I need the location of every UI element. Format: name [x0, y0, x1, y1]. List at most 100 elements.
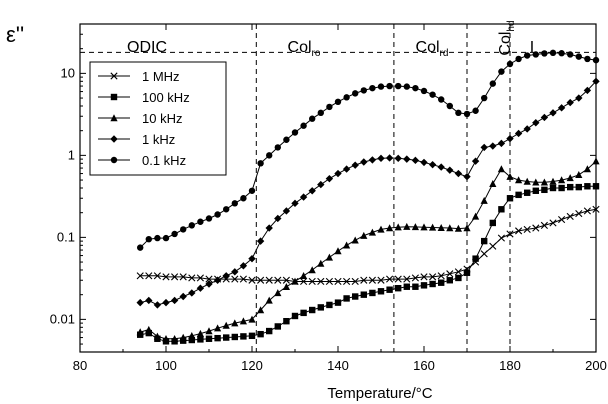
data-point	[308, 266, 316, 274]
data-point	[351, 277, 359, 286]
legend-marker	[110, 72, 118, 80]
data-point	[266, 327, 273, 335]
data-point	[256, 237, 265, 245]
data-point	[240, 195, 247, 202]
data-point	[394, 223, 402, 231]
data-point	[325, 277, 333, 286]
phase-label-sub: rd	[440, 48, 449, 59]
y-tick-label: 0.01	[50, 311, 75, 326]
data-point	[386, 224, 394, 232]
data-point	[205, 275, 213, 283]
data-point	[377, 154, 385, 163]
data-point	[575, 170, 583, 178]
data-point	[282, 282, 290, 290]
data-point	[558, 176, 566, 184]
data-point	[438, 279, 445, 286]
data-point	[265, 276, 273, 284]
data-point	[188, 274, 196, 282]
data-point	[137, 244, 144, 251]
data-point	[257, 306, 265, 314]
data-point	[300, 271, 308, 279]
data-point	[386, 82, 393, 90]
data-point	[420, 282, 428, 289]
data-point	[300, 122, 307, 129]
data-point	[145, 329, 152, 337]
legend-label: 100 kHz	[142, 90, 190, 105]
data-point	[343, 94, 350, 101]
data-point	[394, 275, 402, 283]
data-point	[558, 50, 565, 57]
data-point	[386, 275, 394, 283]
data-point	[162, 273, 170, 281]
data-point	[523, 125, 531, 133]
x-tick-label: 160	[413, 358, 435, 373]
data-point	[153, 272, 161, 280]
data-point	[231, 333, 238, 341]
data-point	[231, 268, 239, 276]
data-point	[352, 90, 359, 97]
data-point	[584, 55, 591, 63]
data-point	[360, 231, 368, 239]
legend-item: 1 kHz	[98, 132, 175, 147]
data-point	[377, 225, 385, 233]
data-point	[274, 323, 281, 330]
data-point	[179, 333, 187, 341]
data-point	[231, 319, 239, 327]
phase-label-main: I	[530, 39, 534, 56]
data-point	[557, 104, 566, 112]
data-point	[515, 191, 522, 199]
data-point	[222, 321, 230, 329]
data-point	[549, 219, 557, 227]
data-point	[446, 277, 453, 284]
data-point	[171, 334, 179, 342]
data-point	[214, 334, 221, 342]
data-point	[446, 270, 454, 278]
data-point	[429, 280, 436, 288]
data-point	[154, 234, 161, 242]
series-line	[140, 185, 596, 342]
data-point	[506, 60, 514, 68]
data-point	[196, 329, 204, 337]
data-point	[145, 296, 153, 305]
data-point	[197, 336, 204, 343]
legend-marker	[110, 93, 118, 101]
data-point	[343, 277, 351, 286]
data-point	[334, 247, 342, 255]
data-point	[437, 272, 445, 280]
data-point	[188, 332, 196, 340]
data-point	[454, 268, 462, 276]
data-point	[153, 301, 162, 309]
data-point	[411, 274, 419, 282]
data-point	[584, 183, 591, 190]
data-point	[360, 276, 368, 284]
data-point	[325, 253, 333, 261]
data-point	[575, 53, 582, 60]
data-point	[481, 94, 488, 102]
legend-item: 0.1 kHz	[98, 153, 186, 168]
data-point	[524, 52, 531, 59]
data-point	[145, 325, 153, 333]
data-point	[308, 187, 316, 195]
data-point	[395, 82, 402, 90]
data-point	[248, 254, 256, 263]
data-point	[566, 98, 574, 107]
data-point	[420, 87, 428, 95]
axes: 80 100 120 140 160 180 200 0.01 0.1 1 10	[50, 24, 607, 373]
data-point	[567, 183, 574, 191]
data-point	[403, 83, 410, 90]
data-point	[274, 214, 282, 223]
data-point	[291, 199, 299, 208]
x-tick-label: 100	[155, 358, 177, 373]
phase-label: ODIC	[127, 39, 167, 56]
data-point	[291, 129, 299, 136]
data-point	[523, 225, 531, 234]
data-point	[514, 129, 523, 138]
phase-label: Colrd	[416, 39, 449, 59]
legend-label: 1 MHz	[142, 69, 180, 84]
data-point	[248, 332, 256, 340]
data-point	[455, 109, 462, 117]
data-point	[463, 110, 471, 118]
data-point	[549, 177, 557, 185]
